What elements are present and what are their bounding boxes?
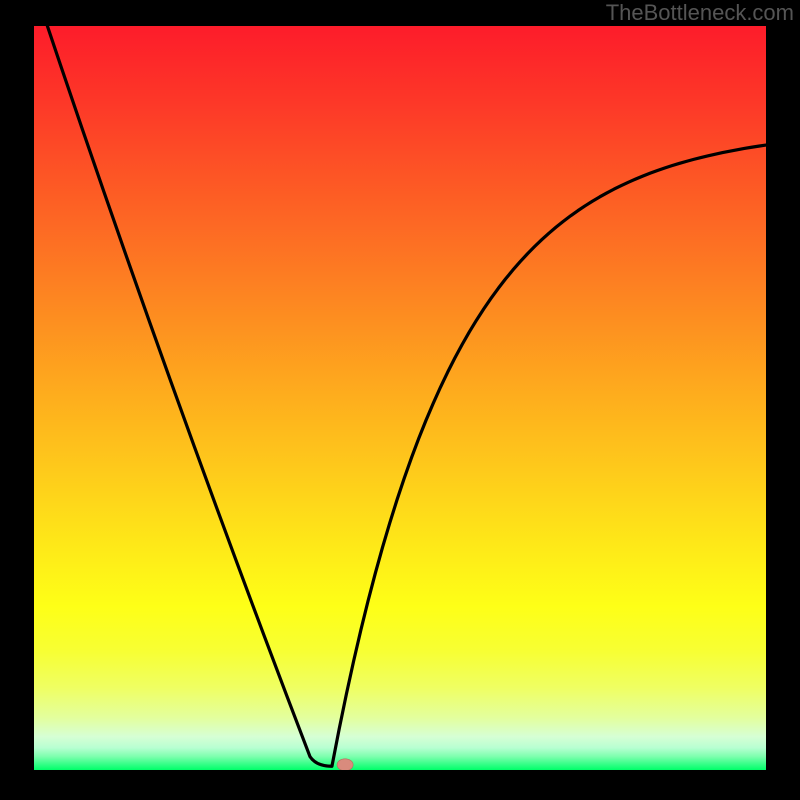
min-marker (337, 759, 353, 771)
chart-svg (0, 0, 800, 800)
watermark-text: TheBottleneck.com (606, 0, 794, 26)
chart-container: TheBottleneck.com (0, 0, 800, 800)
